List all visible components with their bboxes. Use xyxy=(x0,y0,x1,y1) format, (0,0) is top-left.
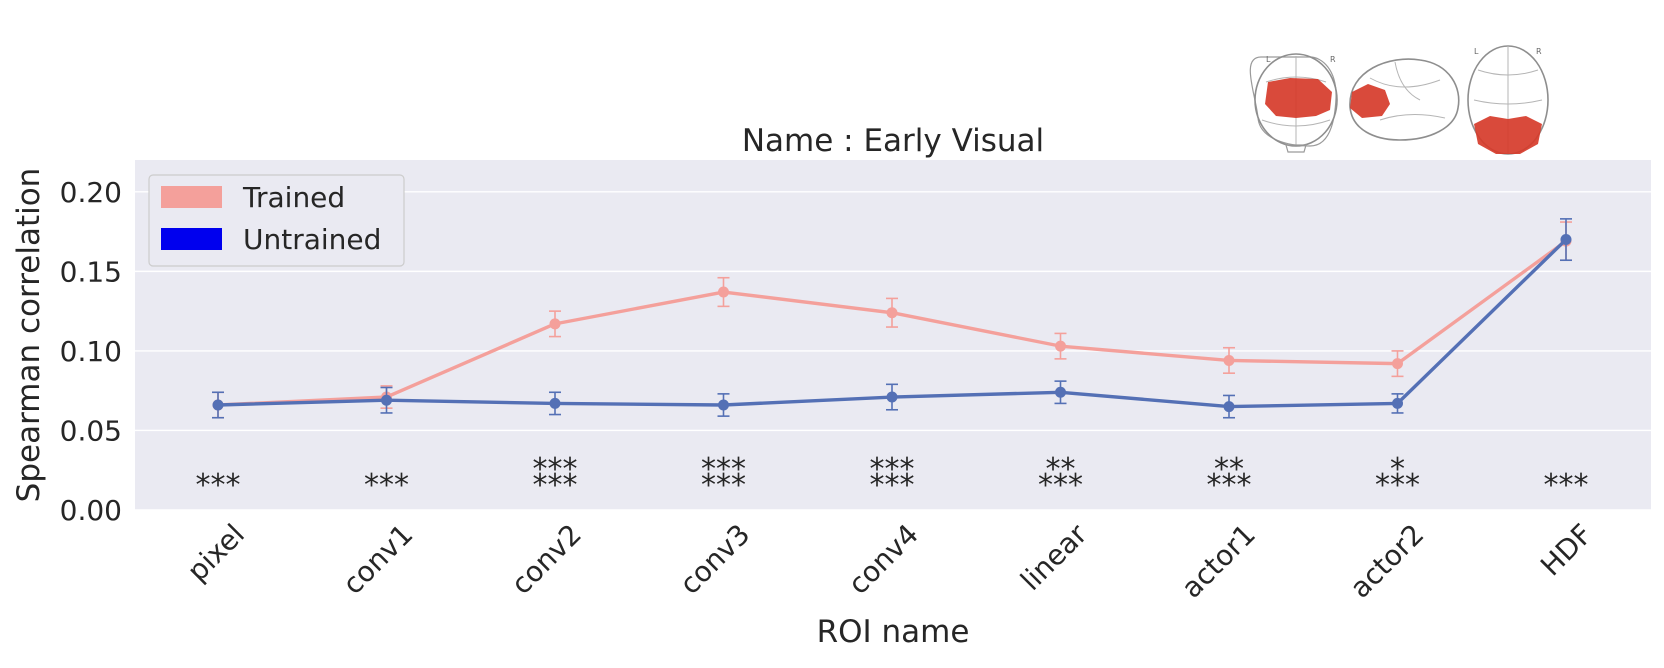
svg-text:R: R xyxy=(1330,55,1336,64)
data-point xyxy=(549,318,561,330)
significance-marker: *** xyxy=(1207,468,1252,503)
series-layer xyxy=(212,218,1572,419)
x-axis-label: ROI name xyxy=(817,614,970,650)
y-axis-ticks: 0.00 0.05 0.10 0.15 0.20 xyxy=(60,176,122,527)
brain-back-view: L R xyxy=(1249,53,1338,153)
x-tick-label: conv2 xyxy=(505,518,588,601)
significance-marker: *** xyxy=(364,468,409,503)
data-point xyxy=(381,394,392,406)
data-point xyxy=(718,286,729,298)
svg-text:L: L xyxy=(1266,55,1271,64)
y-axis-label: Spearman correlation xyxy=(11,168,47,503)
x-tick-label: actor2 xyxy=(1343,518,1430,605)
chart-title: Name : Early Visual xyxy=(742,123,1044,159)
legend: Trained Untrained xyxy=(148,174,405,267)
significance-marker: *** xyxy=(196,468,241,503)
legend-swatch-trained xyxy=(161,186,222,208)
x-tick-label: conv4 xyxy=(842,518,925,601)
legend-label-trained: Trained xyxy=(242,181,345,214)
significance-marker: ** xyxy=(1046,452,1076,487)
significance-marker: *** xyxy=(701,468,746,503)
significance-marker: *** xyxy=(1544,468,1589,503)
data-point xyxy=(1223,401,1235,413)
data-point xyxy=(886,391,898,403)
legend-label-untrained: Untrained xyxy=(243,223,381,256)
x-tick-label: conv1 xyxy=(336,518,419,601)
svg-text:L: L xyxy=(1474,47,1479,56)
significance-marker: *** xyxy=(1375,468,1420,503)
significance-marker: *** xyxy=(701,452,746,487)
data-point xyxy=(886,307,898,319)
svg-text:R: R xyxy=(1536,47,1542,56)
data-point xyxy=(1560,234,1572,246)
significance-markers: *** *** ****** ****** ****** ***** ***** **** **… xyxy=(196,452,1589,503)
significance-marker: ** xyxy=(1214,452,1244,487)
significance-marker: *** xyxy=(870,452,915,487)
brain-glass-views-icon: L R L R xyxy=(1249,45,1549,155)
series-untrained xyxy=(212,218,1572,419)
significance-marker: *** xyxy=(1038,468,1083,503)
data-point xyxy=(1392,397,1403,409)
data-point xyxy=(1055,386,1066,398)
x-tick-label: pixel xyxy=(181,518,251,588)
significance-marker: *** xyxy=(533,468,578,503)
x-tick-label: actor1 xyxy=(1175,518,1262,605)
data-point xyxy=(212,399,224,411)
data-point xyxy=(1392,358,1403,370)
y-tick-label: 0.15 xyxy=(60,255,122,288)
x-tick-label: linear xyxy=(1014,517,1094,597)
x-tick-label: HDF xyxy=(1534,518,1599,583)
data-point xyxy=(549,397,561,409)
significance-marker: *** xyxy=(870,468,915,503)
brain-top-view: L R xyxy=(1467,45,1549,155)
brain-side-view xyxy=(1349,58,1460,141)
series-trained xyxy=(212,221,1572,419)
significance-marker: *** xyxy=(533,452,578,487)
x-tick-label: conv3 xyxy=(673,518,756,601)
y-tick-label: 0.10 xyxy=(60,335,122,368)
data-point xyxy=(1223,354,1235,366)
legend-swatch-untrained xyxy=(161,228,222,250)
significance-marker: * xyxy=(1390,452,1405,487)
y-tick-label: 0.05 xyxy=(60,414,122,447)
data-point xyxy=(718,399,729,411)
y-tick-label: 0.00 xyxy=(60,494,122,527)
y-tick-label: 0.20 xyxy=(60,176,122,209)
x-axis-ticks: pixel conv1 conv2 conv3 conv4 linear actor1 act… xyxy=(181,517,1599,604)
data-point xyxy=(1055,340,1066,352)
